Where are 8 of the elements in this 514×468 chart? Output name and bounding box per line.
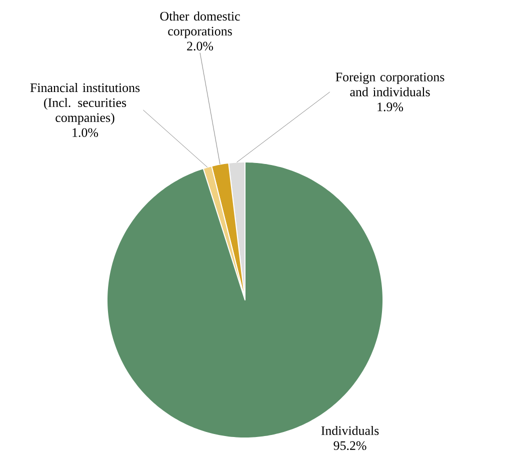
slice-label: Financial institutions (Incl. securities companies) (30, 83, 140, 125)
slice-label: Other domestic corporations (160, 11, 240, 38)
data-label: 2.0% (187, 42, 214, 51)
data-label: 1.9% (378, 102, 404, 112)
data-label: 95.2% (334, 441, 366, 450)
slice-label: Individuals (321, 426, 379, 436)
slice-label: Foreign corporations and individuals (336, 72, 444, 96)
data-label: 1.0% (72, 128, 98, 138)
